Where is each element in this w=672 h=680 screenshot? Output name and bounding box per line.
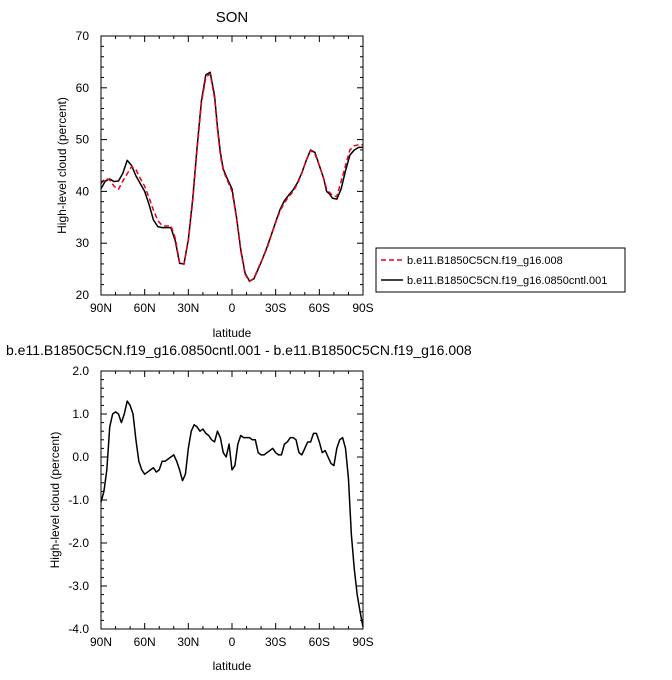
legend-box (375, 247, 626, 293)
bottom-x-tick-label: 30N (177, 635, 199, 649)
bottom-panel: b.e11.B1850C5CN.f19_g16.0850cntl.001 - b… (6, 342, 472, 673)
bottom-y-tick-label: 2.0 (72, 364, 89, 378)
top-y-tick-label: 40 (76, 184, 90, 198)
top-series-line-case (100, 73, 363, 283)
top-plot-frame (100, 35, 364, 296)
bottom-x-tick-label: 90S (352, 635, 373, 649)
bottom-y-tick-label: 1.0 (72, 407, 89, 421)
top-x-tick-label: 60S (309, 301, 330, 315)
top-chart-title: SON (216, 9, 249, 26)
top-x-tick-label: 90N (90, 301, 112, 315)
bottom-y-tick-label: -3.0 (68, 579, 89, 593)
top-y-axis-label: High-level cloud (percent) (55, 97, 69, 234)
top-x-tick-label: 0 (229, 301, 236, 315)
top-y-tick-label: 50 (76, 133, 90, 147)
bottom-y-tick-label: -1.0 (68, 493, 89, 507)
top-x-tick-label: 30S (265, 301, 286, 315)
top-x-axis-label: latitude (213, 326, 252, 340)
bottom-x-tick-label: 60N (134, 635, 156, 649)
bottom-x-tick-label: 0 (229, 635, 236, 649)
top-y-tick-label: 30 (76, 236, 90, 250)
top-series-group (100, 71, 363, 283)
bottom-series-group (100, 400, 364, 627)
top-y-tick-label: 60 (76, 81, 90, 95)
top-y-tick-label: 20 (76, 288, 90, 302)
bottom-x-tick-label: 90N (90, 635, 112, 649)
bottom-plot-frame (100, 370, 364, 630)
bottom-y-axis-label: High-level cloud (percent) (48, 432, 62, 569)
top-x-tick-label: 90S (352, 301, 373, 315)
legend-entry-control: b.e11.B1850C5CN.f19_g16.0850cntl.001 (407, 275, 607, 287)
bottom-series-line-control (100, 400, 364, 627)
legend-entry-case: b.e11.B1850C5CN.f19_g16.008 (407, 255, 563, 267)
top-series-line-control (100, 71, 363, 282)
top-panel: SON 90N 60N 30N 0 30S 60S 90S 20 30 40 50 60 70 lati… (55, 9, 626, 340)
bottom-y-tick-label: -4.0 (68, 622, 89, 636)
top-x-tick-label: 30N (177, 301, 199, 315)
top-y-tick-label: 70 (76, 29, 90, 43)
top-x-tick-label: 60N (134, 301, 156, 315)
bottom-x-tick-label: 60S (309, 635, 330, 649)
bottom-axis-ticks: 90N 60N 30N 0 30S 60S 90S 2.0 1.0 0.0 -1.0 -2.0 -3.0… (68, 364, 373, 649)
bottom-chart-title: b.e11.B1850C5CN.f19_g16.0850cntl.001 - b… (6, 342, 472, 358)
legend: b.e11.B1850C5CN.f19_g16.008 b.e11.B1850C… (375, 247, 626, 293)
bottom-y-tick-label: 0.0 (72, 450, 89, 464)
bottom-y-tick-label: -2.0 (68, 536, 89, 550)
bottom-x-axis-label: latitude (213, 659, 252, 673)
bottom-x-tick-label: 30S (265, 635, 286, 649)
top-axis-ticks: 90N 60N 30N 0 30S 60S 90S 20 30 40 50 60 70 (76, 29, 374, 315)
